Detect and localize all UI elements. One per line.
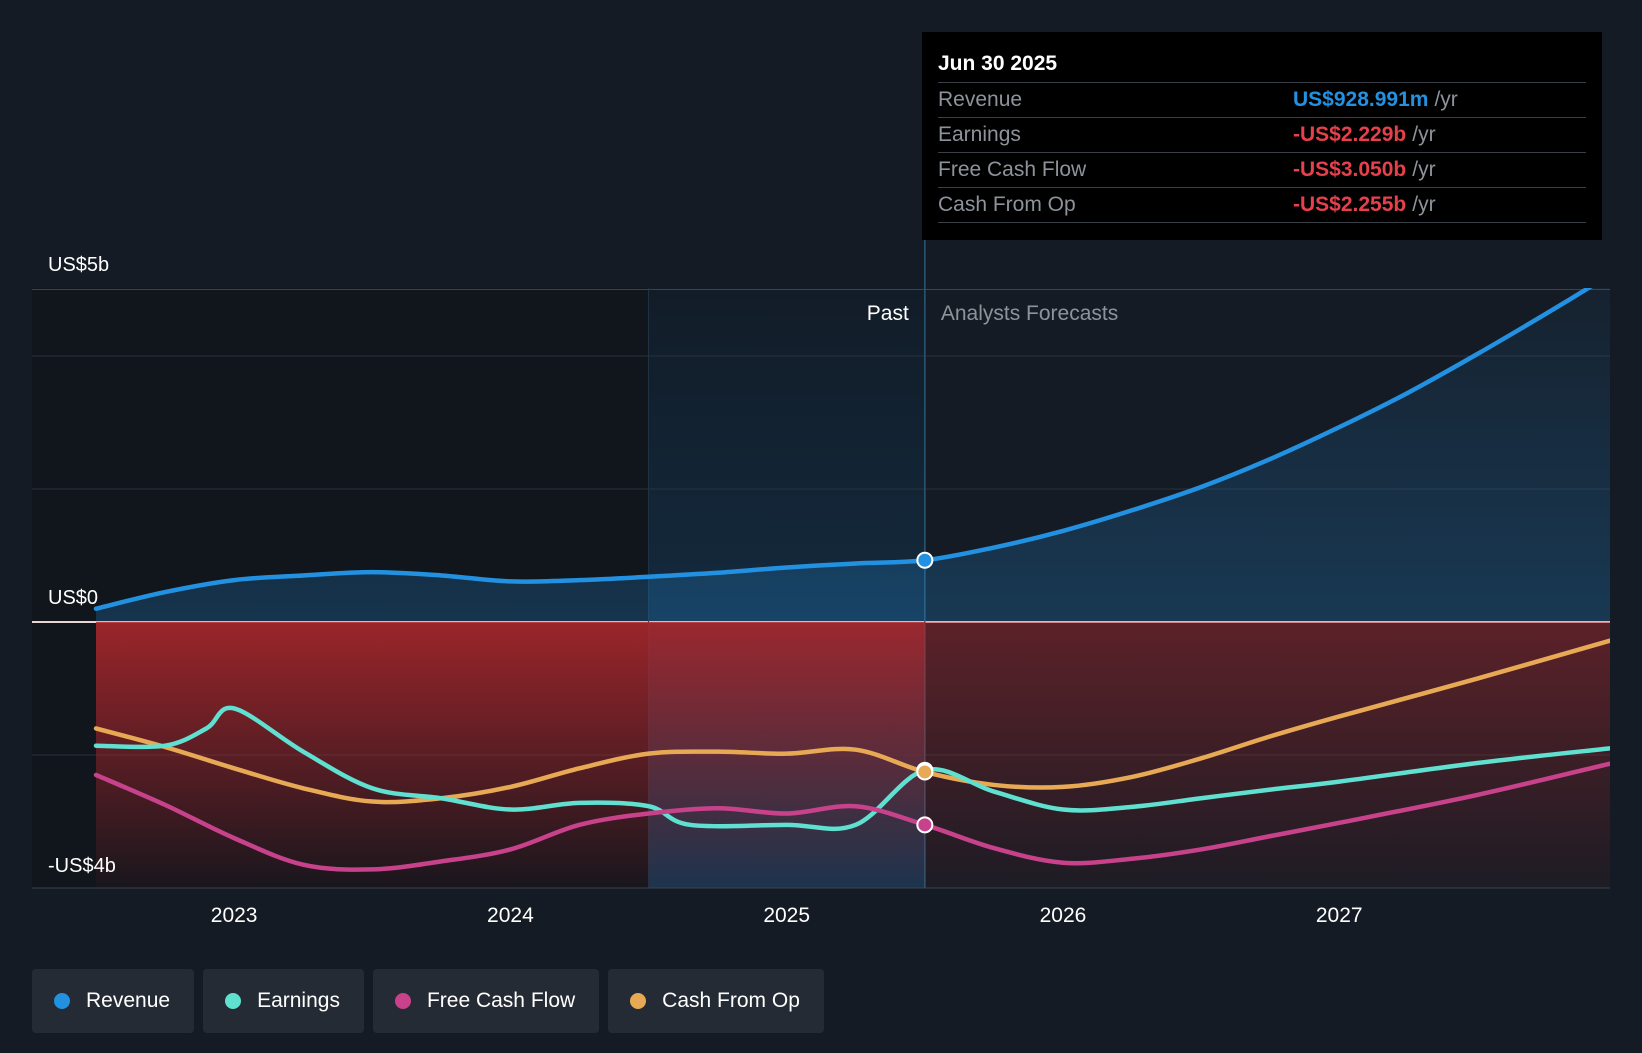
x-axis-tick-label: 2024	[487, 904, 534, 927]
tooltip-unit: /yr	[1434, 88, 1458, 111]
tooltip-value: -US$2.255b	[1293, 193, 1407, 216]
tooltip-row-revenue: Revenue US$928.991m /yr	[938, 83, 1586, 118]
x-axis-tick-label: 2025	[763, 904, 810, 927]
tooltip-unit: /yr	[1412, 158, 1436, 181]
past-region-label: Past	[867, 302, 909, 325]
tooltip-panel: Jun 30 2025 Revenue US$928.991m /yr Earn…	[922, 32, 1602, 240]
legend-item-cash-from-op[interactable]: Cash From Op	[608, 969, 824, 1033]
series-line-revenue	[93, 288, 1593, 611]
marker-revenue	[916, 551, 934, 569]
y-axis-label: US$0	[48, 587, 98, 609]
tooltip-unit: /yr	[1412, 123, 1436, 146]
legend-label: Revenue	[86, 989, 171, 1012]
legend-item-free-cash-flow[interactable]: Free Cash Flow	[372, 969, 600, 1033]
tooltip-unit: /yr	[1412, 193, 1436, 216]
series-line-free-cash-flow	[93, 761, 1610, 872]
legend-dot-icon	[54, 993, 70, 1009]
tooltip-label: Cash From Op	[938, 193, 1076, 216]
legend-label: Free Cash Flow	[426, 989, 576, 1012]
legend-item-revenue[interactable]: Revenue	[32, 969, 195, 1033]
legend-label: Cash From Op	[662, 989, 800, 1012]
tooltip-value: -US$3.050b	[1293, 158, 1407, 181]
legend: Revenue Earnings Free Cash Flow Cash Fro…	[32, 969, 824, 1033]
revenue-area	[96, 288, 1610, 622]
tooltip-label: Revenue	[938, 88, 1023, 111]
legend-item-earnings[interactable]: Earnings	[203, 969, 364, 1033]
tooltip-label: Earnings	[938, 123, 1021, 146]
marker-free-cash-flow	[916, 816, 934, 834]
y-axis-label: -US$4b	[48, 855, 116, 877]
legend-dot-icon	[630, 993, 647, 1009]
tooltip-row-cash-from-op: Cash From Op -US$2.255b /yr	[938, 188, 1586, 223]
x-axis-tick-label: 2023	[211, 904, 258, 927]
tooltip-date: Jun 30 2025	[938, 46, 1586, 83]
x-axis-tick-label: 2027	[1316, 904, 1363, 927]
tooltip-value: US$928.991m	[1293, 88, 1429, 111]
forecast-region-label: Analysts Forecasts	[941, 302, 1118, 325]
legend-label: Earnings	[257, 989, 340, 1012]
legend-dot-icon	[225, 993, 242, 1009]
x-axis-tick-label: 2026	[1040, 904, 1087, 927]
marker-cash-from-op	[916, 763, 934, 781]
tooltip-label: Free Cash Flow	[938, 158, 1087, 181]
legend-dot-icon	[394, 993, 411, 1009]
tooltip-row-earnings: Earnings -US$2.229b /yr	[938, 118, 1586, 153]
loss-area-forecast	[924, 622, 1610, 888]
tooltip-value: -US$2.229b	[1293, 123, 1407, 146]
series-line-earnings	[93, 705, 1610, 832]
tooltip-row-free-cash-flow: Free Cash Flow -US$3.050b /yr	[938, 153, 1586, 188]
y-axis-label: US$5b	[48, 254, 109, 276]
series-line-cash-from-op	[93, 638, 1610, 805]
